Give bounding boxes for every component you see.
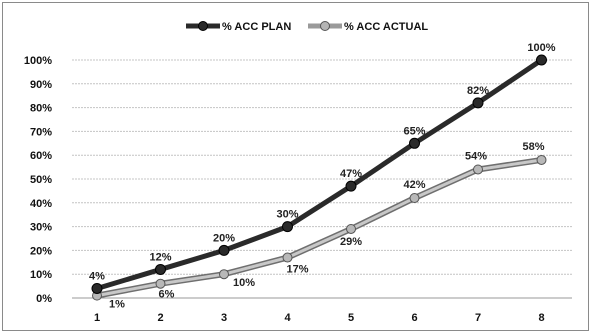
legend-item-plan: % ACC PLAN [186,21,291,33]
y-tick-label: 80% [30,103,52,115]
actual-point [282,252,293,263]
plan-data-label: 100% [527,42,555,54]
series-line-actual [96,158,542,298]
y-tick-label: 40% [30,198,52,210]
series-line-actual-outline [96,156,542,299]
actual-data-label: 10% [233,277,255,289]
plan-data-label: 4% [89,270,105,282]
legend-plan-label: % ACC PLAN [222,21,291,33]
plan-data-label: 47% [340,168,362,180]
legend-item-actual: % ACC ACTUAL [308,21,428,33]
x-tick-label: 4 [284,312,291,324]
actual-data-label: 1% [109,299,125,311]
plan-point [536,54,547,66]
plan-point [282,221,293,233]
y-tick-label: 100% [24,55,52,67]
actual-data-label: 58% [522,141,544,153]
y-tick-label: 0% [36,293,52,305]
plan-point [91,282,103,294]
actual-point [473,164,483,175]
legend-actual-label: % ACC ACTUAL [344,21,428,33]
plan-point [218,244,230,256]
actual-point [346,223,356,234]
plan-data-label: 82% [467,85,489,97]
actual-point [219,269,229,280]
legend-plan-marker [198,21,208,31]
plan-point [155,263,166,275]
legend-actual-marker [320,21,330,31]
actual-data-label: 17% [286,264,308,276]
actual-point [536,154,547,165]
data-labels-layer: 4% 12% 20% 30% 47% 65% 82% 100% 1% 6% 10% 17% 29% 42%… [89,42,556,311]
y-tick-label: 70% [30,126,52,138]
x-tick-label: 1 [94,312,100,324]
y-tick-label: 60% [30,150,52,162]
plan-point [345,180,357,192]
y-tick-label: 10% [30,269,52,281]
actual-point [409,193,420,204]
x-tick-label: 8 [538,312,544,324]
actual-data-label: 54% [465,150,487,162]
plan-data-label: 30% [276,209,298,221]
x-axis-ticks: 1 2 3 4 5 6 7 8 [94,312,545,324]
legend: % ACC PLAN % ACC ACTUAL [186,21,428,33]
plan-data-label: 12% [149,251,171,263]
plan-point [409,137,420,149]
y-axis-ticks: 0% 10% 20% 30% 40% 50% 60% 70% 80% 90% 100% [24,55,52,305]
y-tick-label: 30% [30,222,52,234]
plan-data-label: 65% [403,125,425,137]
actual-data-label: 6% [159,289,175,301]
y-tick-label: 90% [30,79,52,91]
grid-lines [72,59,572,299]
x-tick-label: 6 [411,312,417,324]
actual-data-label: 42% [403,179,425,191]
x-tick-label: 5 [348,312,354,324]
actual-data-label: 29% [340,236,362,248]
series-line-plan [96,57,543,291]
x-tick-label: 7 [475,312,481,324]
x-tick-label: 3 [221,312,227,324]
actual-point [155,278,166,289]
y-tick-label: 50% [30,174,52,186]
plan-data-label: 20% [213,232,235,244]
plan-point [472,97,484,109]
series-layer [91,54,547,301]
y-tick-label: 20% [30,245,52,257]
x-tick-label: 2 [157,312,163,324]
